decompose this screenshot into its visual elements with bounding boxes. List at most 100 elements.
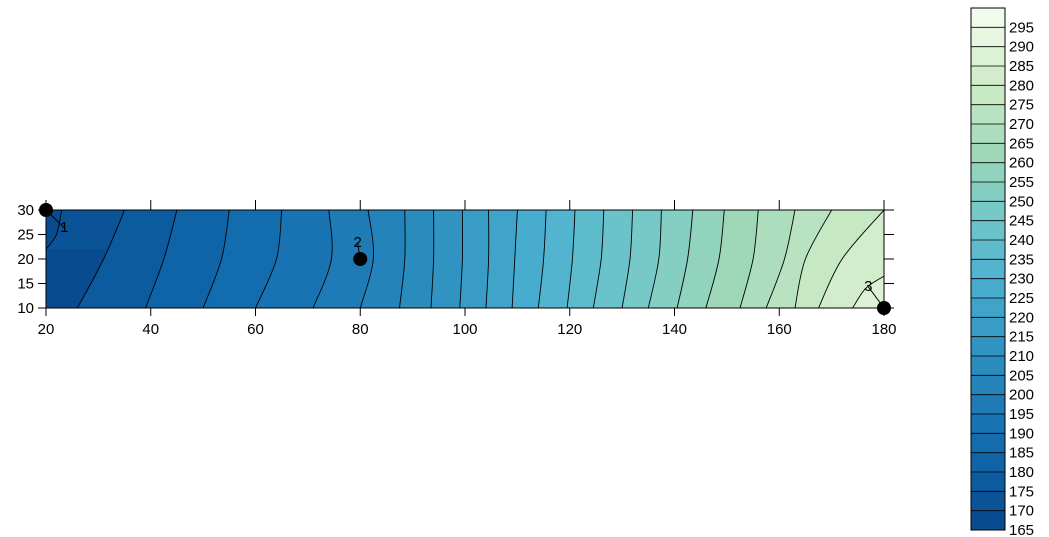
marker-label: 1 (60, 219, 68, 236)
x-tick-label: 40 (142, 321, 159, 338)
isoline (852, 275, 884, 308)
colorbar-swatch (971, 298, 1005, 318)
colorbar-frame (970, 7, 1006, 531)
colorbar-swatch (971, 472, 1005, 492)
contour-band (852, 210, 884, 308)
colorbar-tick-label: 235 (1009, 251, 1034, 268)
colorbar-swatch (971, 510, 1005, 531)
isoline (46, 210, 63, 250)
colorbar-tick-label: 230 (1009, 271, 1034, 288)
colorbar-swatch (971, 104, 1005, 125)
colorbar-swatch (971, 433, 1005, 454)
isoline (485, 210, 490, 308)
colorbar-swatch (971, 220, 1005, 241)
isoline (621, 210, 634, 308)
colorbar-tick-label: 255 (1009, 174, 1034, 191)
colorbar-tick-label: 265 (1009, 135, 1034, 152)
colorbar-tick-label: 215 (1009, 329, 1034, 346)
colorbar-swatch (971, 8, 1005, 28)
isoline (145, 210, 178, 308)
x-tick-label: 140 (662, 321, 687, 338)
x-axis: 20 40 60 80 100 120 140 160 180 (38, 200, 897, 338)
isoline (77, 210, 126, 308)
x-tick-label: 80 (352, 321, 369, 338)
colorbar-tick-label: 205 (1009, 367, 1034, 384)
colorbar-swatch (971, 240, 1005, 260)
colorbar-swatch (971, 66, 1005, 86)
isoline (705, 210, 725, 308)
isoline (566, 210, 576, 308)
colorbar-tick-label: 270 (1009, 116, 1034, 133)
colorbar-tick-label: 240 (1009, 232, 1034, 249)
colorbar-tick-label: 185 (1009, 445, 1034, 462)
isoline (537, 210, 547, 308)
isoline (794, 210, 832, 308)
markers: 1 2 3 (39, 203, 891, 315)
colorbar-tick-label: 260 (1009, 155, 1034, 172)
colorbar-swatch (971, 452, 1005, 473)
colorbar-tick-label: 190 (1009, 425, 1034, 442)
x-tick-label: 100 (452, 321, 477, 338)
colorbar-tick-label: 285 (1009, 58, 1034, 75)
colorbar-tick-label: 175 (1009, 483, 1034, 500)
colorbar-tick-label: 165 (1009, 522, 1034, 537)
colorbar-swatch (971, 394, 1005, 415)
isoline (739, 210, 759, 308)
isoline (647, 210, 662, 308)
colorbar: 165 170 175 180 185 190 195 200 205 210 215 220 225 2… (970, 7, 1034, 537)
colorbar-tick-label: 245 (1009, 213, 1034, 230)
colorbar-swatch (971, 278, 1005, 299)
colorbar-tick-label: 290 (1009, 39, 1034, 56)
y-tick-label: 25 (17, 227, 34, 244)
isoline (765, 210, 796, 308)
colorbar-tick-label: 195 (1009, 406, 1034, 423)
colorbar-swatch (971, 491, 1005, 512)
marker-point (353, 252, 368, 266)
colorbar-swatch (971, 182, 1005, 202)
colorbar-tick-label: 220 (1009, 309, 1034, 326)
isoline (359, 210, 374, 308)
isoline (818, 210, 884, 308)
colorbar-swatch (971, 201, 1005, 222)
isoline (676, 210, 694, 308)
isoline (592, 210, 605, 308)
colorbar-swatch (971, 375, 1005, 396)
colorbar-swatch (971, 414, 1005, 434)
isoline (430, 210, 435, 308)
colorbar-tick-label: 180 (1009, 464, 1034, 481)
y-tick-label: 30 (17, 202, 34, 219)
contour-band (818, 210, 884, 308)
colorbar-tick-label: 225 (1009, 290, 1034, 307)
colorbar-swatch (971, 46, 1005, 67)
isoline (202, 210, 230, 308)
marker-label: 3 (864, 278, 872, 295)
isoline (255, 210, 283, 308)
x-tick-label: 20 (38, 321, 55, 338)
colorbar-tick-label: 210 (1009, 348, 1034, 365)
isoline (399, 210, 406, 308)
marker-point (877, 301, 891, 315)
colorbar-swatch (971, 317, 1005, 338)
isoline (511, 210, 518, 308)
y-axis: 10 15 20 25 30 (17, 202, 894, 317)
marker-label: 2 (353, 234, 361, 251)
plot-area (45, 209, 885, 309)
isoline (459, 210, 464, 308)
y-tick-label: 20 (17, 251, 34, 268)
colorbar-swatch (971, 85, 1005, 106)
isoline (312, 210, 333, 308)
x-tick-label: 180 (871, 321, 896, 338)
colorbar-swatch (971, 259, 1005, 280)
x-tick-label: 60 (247, 321, 264, 338)
colorbar-swatch (971, 124, 1005, 144)
colorbar-swatch (971, 143, 1005, 164)
colorbar-swatch (971, 336, 1005, 357)
colorbar-tick-label: 280 (1009, 77, 1034, 94)
colorbar-tick-label: 275 (1009, 97, 1034, 114)
colorbar-tick-label: 200 (1009, 387, 1034, 404)
y-tick-label: 10 (17, 300, 34, 317)
x-tick-label: 120 (557, 321, 582, 338)
colorbar-tick-label: 295 (1009, 19, 1034, 36)
colorbar-swatch (971, 162, 1005, 183)
